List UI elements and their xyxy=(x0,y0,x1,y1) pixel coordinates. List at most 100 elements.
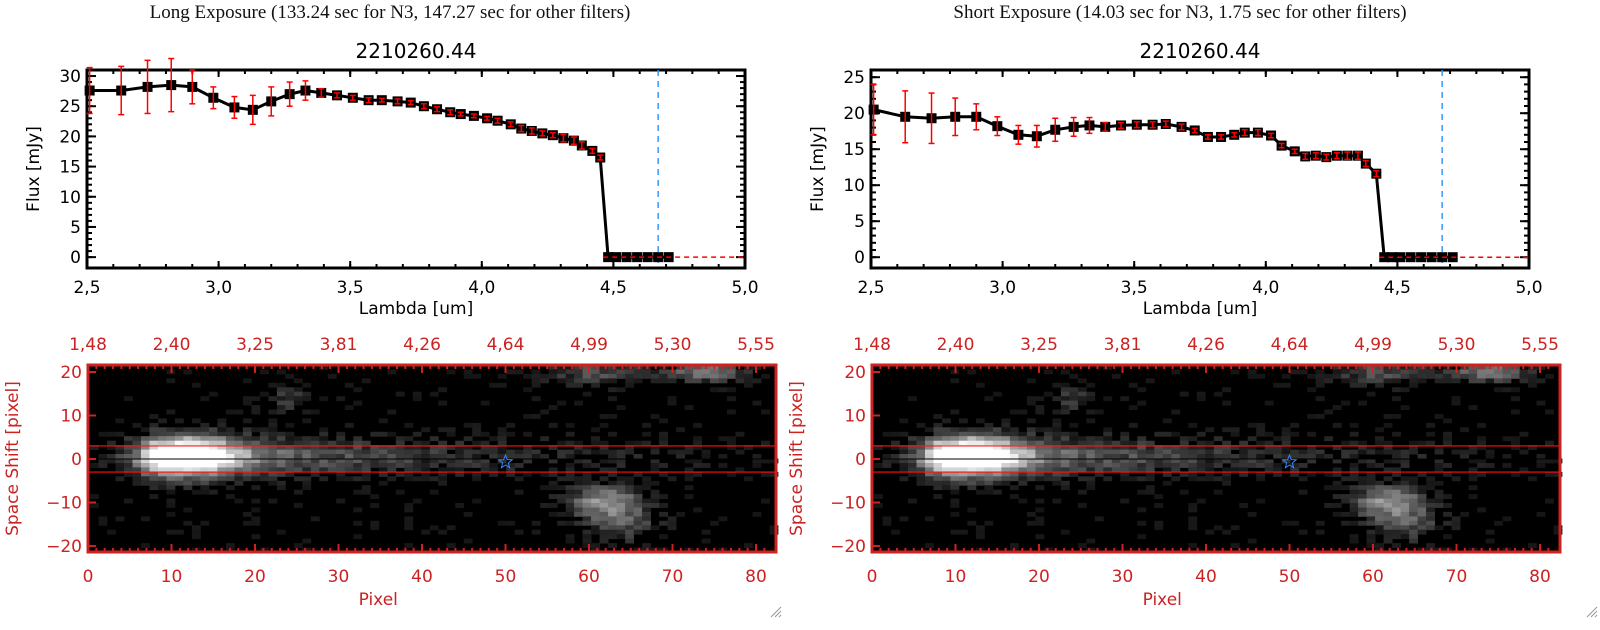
image-pixel xyxy=(701,538,711,544)
image-pixel xyxy=(1366,494,1376,499)
image-pixel xyxy=(412,463,422,468)
image-pixel xyxy=(302,538,312,544)
image-pixel xyxy=(387,463,397,468)
image-pixel xyxy=(251,507,261,513)
image-pixel xyxy=(395,445,405,450)
image-pixel xyxy=(591,449,600,455)
image-pixel xyxy=(141,476,150,482)
image-pixel xyxy=(1375,511,1384,517)
image-pixel xyxy=(1324,454,1334,459)
image-pixel xyxy=(1103,427,1113,433)
image-pixel xyxy=(353,476,363,482)
image-pixel xyxy=(455,440,465,446)
image-pixel xyxy=(98,454,108,459)
y-tick-label: 0 xyxy=(854,248,865,268)
image-pixel xyxy=(259,449,269,455)
image-pixel xyxy=(1400,516,1410,522)
image-pixel xyxy=(310,409,320,415)
image-pixel xyxy=(591,498,600,504)
image-pixel xyxy=(387,458,397,464)
image-pixel xyxy=(1060,458,1070,464)
image-pixel xyxy=(1043,440,1053,446)
image-pixel xyxy=(387,467,397,473)
image-pixel xyxy=(1349,422,1359,428)
resize-grip-icon[interactable] xyxy=(1586,606,1598,618)
image-pixel xyxy=(1060,436,1070,442)
image-pixel xyxy=(950,427,960,433)
image-pixel xyxy=(1128,449,1138,455)
image-pixel xyxy=(1239,454,1249,459)
image-pixel xyxy=(489,445,499,450)
image-pixel xyxy=(769,529,779,535)
y-tick-label: 10 xyxy=(843,176,865,196)
image-pixel xyxy=(1026,378,1036,384)
image-pixel xyxy=(710,378,719,384)
image-pixel xyxy=(1400,476,1410,482)
image-pixel xyxy=(1417,440,1427,446)
resize-grip-icon[interactable] xyxy=(770,606,782,618)
image-pixel xyxy=(514,454,524,459)
image-pixel xyxy=(950,409,960,415)
image-pixel xyxy=(1375,525,1384,531)
image-pixel xyxy=(975,445,985,450)
image-pixel xyxy=(1213,463,1223,468)
image-pixel xyxy=(472,431,482,437)
image-pixel xyxy=(908,467,917,473)
short-exposure-2d-image: 01,48102,40203,25303,81404,26504,64604,9… xyxy=(787,335,1563,610)
image-pixel xyxy=(950,431,960,437)
image-pixel xyxy=(1375,503,1384,508)
image-pixel xyxy=(395,463,405,468)
image-pixel xyxy=(1349,440,1359,446)
image-pixel xyxy=(1400,503,1410,508)
image-pixel xyxy=(438,387,448,393)
image-pixel xyxy=(174,445,184,450)
image-pixel xyxy=(891,431,900,437)
image-pixel xyxy=(1094,409,1104,415)
image-pixel xyxy=(268,476,278,482)
image-pixel xyxy=(124,467,133,473)
image-pixel xyxy=(531,373,541,379)
image-pixel xyxy=(616,485,626,491)
image-pixel xyxy=(1188,543,1198,548)
image-pixel xyxy=(574,373,583,379)
image-pixel xyxy=(353,458,363,464)
image-pixel xyxy=(480,431,490,437)
image-pixel xyxy=(718,387,728,393)
image-pixel xyxy=(98,431,108,437)
image-pixel xyxy=(242,463,252,468)
image-pixel xyxy=(582,511,592,517)
image-pixel xyxy=(1094,454,1104,459)
image-pixel xyxy=(276,440,286,446)
x-tick-label: 0 xyxy=(83,567,94,587)
image-pixel xyxy=(404,520,414,526)
image-pixel xyxy=(378,471,388,477)
image-pixel xyxy=(242,454,252,459)
image-pixel xyxy=(891,440,900,446)
image-pixel xyxy=(1230,369,1240,375)
image-pixel xyxy=(361,445,371,450)
image-pixel xyxy=(302,463,312,468)
image-pixel xyxy=(933,485,943,491)
image-pixel xyxy=(141,467,150,473)
image-pixel xyxy=(582,516,592,522)
image-pixel xyxy=(642,520,651,526)
image-pixel xyxy=(625,520,634,526)
image-pixel xyxy=(650,463,660,468)
image-pixel xyxy=(1179,471,1189,477)
image-pixel xyxy=(293,391,303,397)
image-pixel xyxy=(591,494,600,499)
image-pixel xyxy=(158,427,167,433)
image-pixel xyxy=(608,369,617,375)
image-pixel xyxy=(1188,525,1198,531)
image-pixel xyxy=(676,454,685,459)
image-pixel xyxy=(625,538,634,544)
image-pixel xyxy=(540,378,550,384)
image-pixel xyxy=(642,485,651,491)
y-tick-label: −10 xyxy=(46,494,82,514)
image-pixel xyxy=(1392,489,1401,495)
image-pixel xyxy=(1052,467,1062,473)
image-pixel xyxy=(1162,445,1172,450)
image-pixel xyxy=(404,476,414,482)
image-pixel xyxy=(975,471,985,477)
